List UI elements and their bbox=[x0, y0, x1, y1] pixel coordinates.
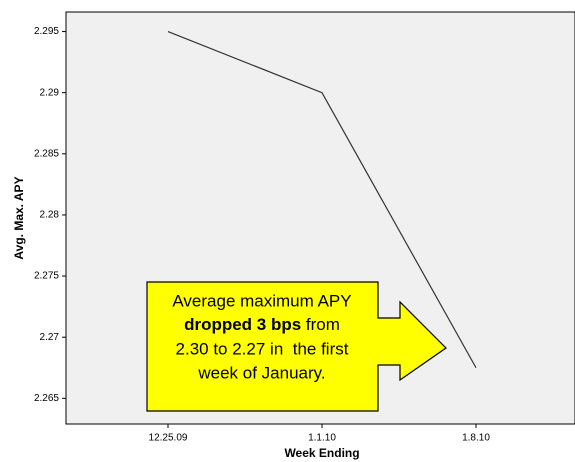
data-line bbox=[167, 31, 477, 369]
y-tick-label: 2.28 bbox=[40, 210, 60, 221]
y-axis-label: Avg. Max. APY bbox=[12, 176, 26, 259]
y-tick-label: 2.295 bbox=[34, 26, 59, 37]
x-axis-label: Week Ending bbox=[284, 446, 359, 460]
callout bbox=[146, 281, 447, 412]
y-tick-label: 2.29 bbox=[40, 87, 60, 98]
y-tick-label: 2.27 bbox=[40, 332, 60, 343]
annotation-text: from bbox=[301, 315, 340, 334]
annotation-line: 2.30 to 2.27 in the first bbox=[176, 339, 349, 358]
y-tick-label: 2.265 bbox=[34, 393, 59, 404]
x-tick-label: 1.8.10 bbox=[462, 433, 490, 444]
annotation-line: dropped 3 bps from bbox=[184, 315, 340, 334]
marks: 2.265 2.27 2.275 2.28 2.285 2.29 2.295 12.25.09… bbox=[34, 26, 490, 443]
annotation-line: week of January. bbox=[197, 363, 325, 382]
annotation-bold: dropped 3 bps bbox=[184, 315, 301, 334]
y-tick-label: 2.285 bbox=[34, 148, 59, 159]
y-tick-label: 2.275 bbox=[34, 271, 59, 282]
x-tick-label: 12.25.09 bbox=[149, 433, 188, 444]
x-tick-label: 1.1.10 bbox=[308, 433, 336, 444]
annotation-line: Average maximum APY bbox=[172, 291, 351, 310]
